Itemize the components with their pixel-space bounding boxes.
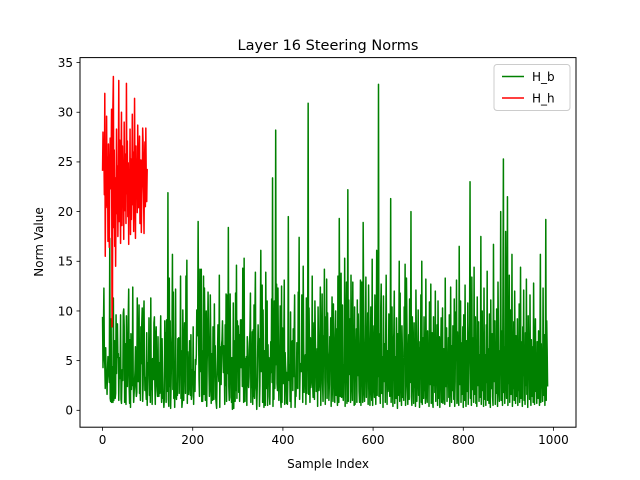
y-tick-label: 30	[58, 106, 73, 120]
plot-area	[79, 57, 577, 428]
x-tick-label: 0	[99, 433, 107, 447]
plot-frame	[79, 57, 577, 428]
x-tick-label: 600	[362, 433, 385, 447]
legend-label: H_b	[532, 70, 555, 84]
y-tick-label: 35	[58, 56, 73, 70]
series-line-h-b	[101, 83, 549, 411]
x-tick-label: 800	[452, 433, 475, 447]
x-tick-label: 400	[271, 433, 294, 447]
x-axis: 0 200 400 600 800 1000	[99, 427, 569, 447]
y-axis: 0 5 10 15 20 25 30 35	[58, 56, 80, 418]
y-tick-label: 15	[58, 255, 73, 269]
legend-label: H_h	[532, 91, 555, 105]
series-layer	[101, 75, 549, 411]
y-tick-label: 0	[65, 404, 73, 418]
series-line-h-h	[101, 75, 148, 328]
y-tick-label: 10	[58, 304, 73, 318]
x-tick-label: 200	[181, 433, 204, 447]
y-tick-label: 25	[58, 155, 73, 169]
y-tick-label: 20	[58, 205, 73, 219]
chart-title: Layer 16 Steering Norms	[238, 38, 419, 54]
legend: H_b H_h	[493, 64, 571, 111]
y-axis-label: Norm Value	[32, 207, 46, 277]
x-tick-label: 1000	[538, 433, 569, 447]
x-axis-label: Sample Index	[287, 457, 369, 471]
y-tick-label: 5	[65, 354, 73, 368]
